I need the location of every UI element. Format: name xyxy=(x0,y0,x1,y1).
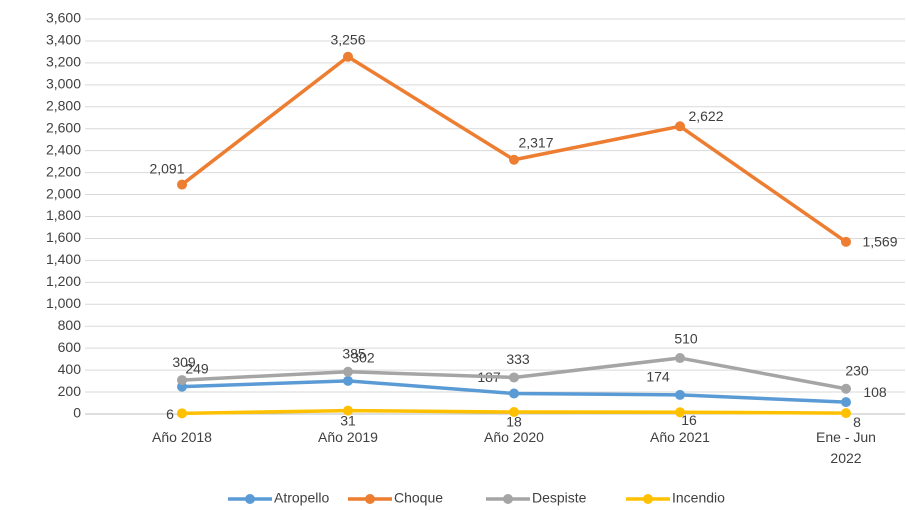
data-point xyxy=(675,407,685,418)
data-label: 2,622 xyxy=(688,108,723,124)
legend-label: Choque xyxy=(394,490,443,506)
y-tick-label: 1,000 xyxy=(46,295,81,311)
data-label: 31 xyxy=(340,412,356,428)
data-point xyxy=(841,383,851,394)
data-point xyxy=(841,236,851,247)
y-tick-label: 2,000 xyxy=(46,185,81,201)
legend-marker xyxy=(503,494,513,504)
data-point xyxy=(177,408,187,419)
data-point xyxy=(177,375,187,386)
data-label: 18 xyxy=(506,414,522,430)
data-point xyxy=(509,154,519,165)
data-label: 16 xyxy=(681,412,697,428)
data-point xyxy=(343,375,353,386)
data-label: 6 xyxy=(166,406,174,422)
data-label: 302 xyxy=(351,350,375,366)
data-label: 510 xyxy=(674,331,698,347)
y-tick-label: 1,600 xyxy=(46,229,81,245)
legend-label: Atropello xyxy=(274,490,329,506)
y-tick-label: 3,600 xyxy=(46,10,81,26)
data-label: 1,569 xyxy=(862,234,897,250)
x-tick-label: Año 2019 xyxy=(318,429,378,445)
legend-marker xyxy=(365,494,375,504)
data-point xyxy=(343,366,353,377)
data-point xyxy=(841,397,851,408)
data-label: 385 xyxy=(342,345,366,361)
y-tick-label: 1,400 xyxy=(46,251,81,267)
y-tick-label: 0 xyxy=(73,405,81,421)
data-label: 108 xyxy=(863,384,887,400)
y-tick-label: 400 xyxy=(58,361,82,377)
legend-label: Despiste xyxy=(532,490,587,506)
data-point xyxy=(509,388,519,399)
y-tick-label: 2,600 xyxy=(46,119,81,135)
data-label: 8 xyxy=(853,414,861,430)
y-tick-label: 200 xyxy=(58,383,82,399)
data-label: 3,256 xyxy=(330,31,365,47)
data-point xyxy=(509,407,519,418)
x-tick-label: Año 2020 xyxy=(484,429,544,445)
legend-label: Incendio xyxy=(672,490,725,506)
data-label: 309 xyxy=(172,354,196,370)
data-point xyxy=(177,179,187,190)
y-tick-label: 3,200 xyxy=(46,54,81,70)
data-point xyxy=(509,372,519,383)
data-point xyxy=(675,121,685,132)
data-label: 174 xyxy=(646,369,670,385)
y-tick-label: 600 xyxy=(58,339,82,355)
x-tick-label: Ene - Jun 2022 xyxy=(816,429,876,466)
x-tick-label: Año 2021 xyxy=(650,429,710,445)
data-label: 2,091 xyxy=(149,160,184,176)
y-tick-label: 3,400 xyxy=(46,32,81,48)
legend-marker xyxy=(245,494,255,504)
y-tick-label: 2,400 xyxy=(46,141,81,157)
y-tick-label: 2,800 xyxy=(46,97,81,113)
y-tick-label: 3,000 xyxy=(46,76,81,92)
legend-marker xyxy=(643,494,653,504)
data-label: 230 xyxy=(845,362,869,378)
data-point xyxy=(343,405,353,416)
data-label: 2,317 xyxy=(518,134,553,150)
data-point xyxy=(675,353,685,364)
data-label: 249 xyxy=(185,360,209,376)
y-tick-label: 800 xyxy=(58,317,82,333)
data-point xyxy=(675,389,685,400)
data-label: 333 xyxy=(506,351,530,367)
y-tick-label: 1,200 xyxy=(46,273,81,289)
y-tick-label: 1,800 xyxy=(46,207,81,223)
data-point xyxy=(343,51,353,62)
x-tick-label: Año 2018 xyxy=(152,429,212,445)
data-point xyxy=(841,408,851,419)
y-tick-label: 2,200 xyxy=(46,163,81,179)
